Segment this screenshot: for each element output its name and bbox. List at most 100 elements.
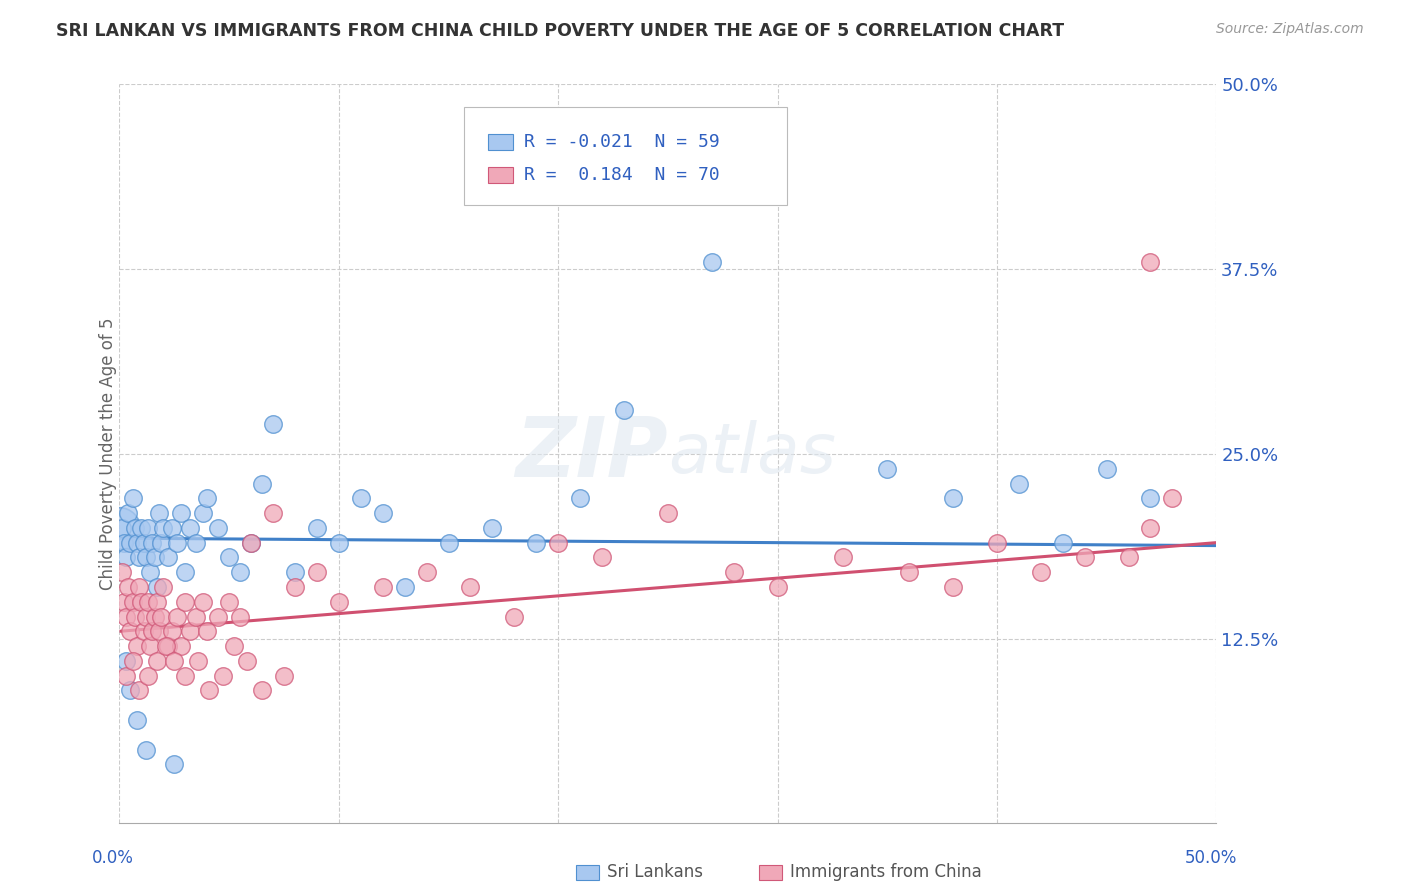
Point <box>832 550 855 565</box>
Point <box>111 521 134 535</box>
Y-axis label: Child Poverty Under the Age of 5: Child Poverty Under the Age of 5 <box>100 318 117 591</box>
Point <box>124 609 146 624</box>
Point <box>120 624 142 639</box>
Point <box>700 255 723 269</box>
Text: SRI LANKAN VS IMMIGRANTS FROM CHINA CHILD POVERTY UNDER THE AGE OF 5 CORRELATION: SRI LANKAN VS IMMIGRANTS FROM CHINA CHIL… <box>56 22 1064 40</box>
Point <box>166 535 188 549</box>
Text: Immigrants from China: Immigrants from China <box>790 863 981 881</box>
Point <box>120 683 142 698</box>
Point <box>524 535 547 549</box>
Point <box>723 565 745 579</box>
Point <box>229 609 252 624</box>
Point <box>117 580 139 594</box>
Point <box>156 550 179 565</box>
Point <box>481 521 503 535</box>
Point <box>148 624 170 639</box>
Point <box>125 639 148 653</box>
Text: 0.0%: 0.0% <box>91 849 134 867</box>
Point <box>163 654 186 668</box>
Point <box>191 595 214 609</box>
Point <box>117 506 139 520</box>
Point <box>547 535 569 549</box>
Point <box>143 609 166 624</box>
Point <box>150 535 173 549</box>
Point <box>121 654 143 668</box>
Point <box>131 595 153 609</box>
Point <box>120 535 142 549</box>
Point <box>132 535 155 549</box>
Text: ZIP: ZIP <box>515 414 668 494</box>
Point <box>152 521 174 535</box>
Point <box>211 668 233 682</box>
Point <box>179 521 201 535</box>
Point <box>284 565 307 579</box>
Point <box>124 521 146 535</box>
Text: R = -0.021  N = 59: R = -0.021 N = 59 <box>524 133 720 151</box>
Point <box>125 713 148 727</box>
Point <box>1161 491 1184 506</box>
Point <box>155 639 177 653</box>
Point <box>305 565 328 579</box>
Point <box>136 668 159 682</box>
Point <box>328 595 350 609</box>
Point <box>160 521 183 535</box>
Point <box>679 181 702 195</box>
Point <box>218 595 240 609</box>
Point <box>229 565 252 579</box>
Point <box>132 624 155 639</box>
Point <box>111 565 134 579</box>
Text: Sri Lankans: Sri Lankans <box>607 863 703 881</box>
Point <box>128 683 150 698</box>
Point <box>135 742 157 756</box>
Point <box>898 565 921 579</box>
Point <box>170 506 193 520</box>
Point <box>394 580 416 594</box>
Point <box>179 624 201 639</box>
Point <box>139 565 162 579</box>
Point <box>131 521 153 535</box>
Point <box>163 757 186 772</box>
Point <box>591 550 613 565</box>
Point <box>986 535 1008 549</box>
Point <box>145 654 167 668</box>
Point <box>148 506 170 520</box>
Point <box>942 491 965 506</box>
Point <box>328 535 350 549</box>
Text: atlas: atlas <box>668 420 837 487</box>
Point <box>305 521 328 535</box>
Text: R =  0.184  N = 70: R = 0.184 N = 70 <box>524 166 720 184</box>
Point <box>250 476 273 491</box>
Point <box>191 506 214 520</box>
Point <box>187 654 209 668</box>
Point <box>350 491 373 506</box>
Point <box>170 639 193 653</box>
Point <box>145 595 167 609</box>
Point <box>128 580 150 594</box>
Point <box>1139 255 1161 269</box>
Point <box>145 580 167 594</box>
Point <box>136 521 159 535</box>
Point <box>121 491 143 506</box>
Point <box>186 535 208 549</box>
Point <box>1073 550 1095 565</box>
Point <box>115 609 138 624</box>
Point <box>1139 491 1161 506</box>
Point <box>876 461 898 475</box>
Point <box>150 609 173 624</box>
Point <box>613 402 636 417</box>
Point <box>198 683 221 698</box>
Point <box>115 668 138 682</box>
Point <box>240 535 263 549</box>
Point <box>186 609 208 624</box>
Point <box>156 639 179 653</box>
Point <box>1029 565 1052 579</box>
Point <box>136 595 159 609</box>
Point <box>262 417 284 432</box>
Point <box>141 535 163 549</box>
Point <box>371 506 394 520</box>
Point <box>160 624 183 639</box>
Point <box>135 550 157 565</box>
Point <box>195 491 218 506</box>
Point <box>222 639 245 653</box>
Point <box>415 565 437 579</box>
